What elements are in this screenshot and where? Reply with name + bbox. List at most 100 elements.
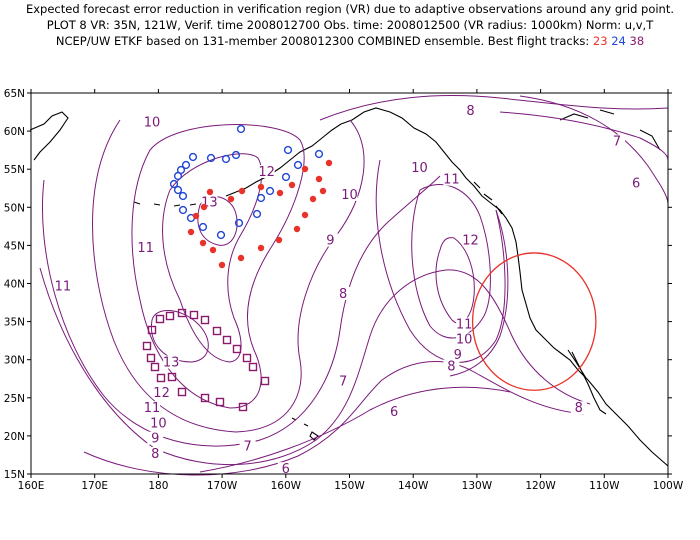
hawaii-islands bbox=[291, 417, 319, 441]
track-38-marker bbox=[200, 393, 210, 403]
lat-label: 65N bbox=[4, 88, 25, 100]
map-frame: 160E 170E 180 170W 160W 150W 140W 130W 120W 110W 1… bbox=[4, 88, 684, 492]
contour-label: 12 bbox=[258, 165, 275, 180]
contour-label: 7 bbox=[243, 439, 251, 454]
track-24-marker bbox=[181, 160, 191, 170]
track-38-marker bbox=[242, 353, 252, 363]
track-24-marker bbox=[252, 209, 262, 219]
track-23-marker bbox=[275, 236, 283, 244]
contour-label-bg bbox=[144, 401, 161, 415]
track-38-marker bbox=[155, 314, 165, 324]
contour-label: 6 bbox=[632, 176, 640, 191]
contour-label-bg bbox=[462, 233, 479, 247]
track-23-marker bbox=[319, 187, 327, 195]
track-24-marker bbox=[283, 145, 293, 155]
baja-california bbox=[567, 349, 607, 415]
track-24-marker bbox=[188, 152, 198, 162]
lon-label: 130W bbox=[462, 480, 493, 492]
verification-region-circle bbox=[471, 252, 597, 391]
track-23-marker bbox=[200, 203, 208, 211]
contour-11 bbox=[131, 124, 305, 409]
contour-label-bg bbox=[386, 405, 403, 419]
track-23-marker bbox=[192, 212, 200, 220]
contour-label: 6 bbox=[282, 462, 290, 477]
contour-label: 8 bbox=[466, 104, 474, 119]
contour-8-north bbox=[319, 95, 669, 121]
contour-9 bbox=[41, 175, 441, 447]
track-23-marker bbox=[301, 211, 309, 219]
contour-label: 11 bbox=[55, 279, 72, 294]
contour-label: 10 bbox=[411, 161, 428, 176]
lon-label: 110W bbox=[589, 480, 620, 492]
track-23-marker bbox=[315, 175, 323, 183]
track-38-marker bbox=[177, 387, 187, 397]
track-38-marker bbox=[156, 373, 166, 383]
contour-label: 11 bbox=[456, 317, 473, 332]
contour-label-bg bbox=[462, 104, 479, 118]
track-23-marker bbox=[227, 195, 235, 203]
contour-label-bg bbox=[322, 233, 339, 247]
contour-label: 6 bbox=[390, 405, 398, 420]
contour-label-bg bbox=[456, 317, 473, 331]
track-38-marker bbox=[248, 362, 258, 372]
track-23-marker bbox=[276, 189, 284, 197]
track-24-marker bbox=[281, 172, 291, 182]
track-38-marker bbox=[200, 315, 210, 325]
track-24-marker bbox=[173, 185, 183, 195]
lon-label: 170E bbox=[81, 480, 108, 492]
plot-title-line-3: NCEP/UW ETKF based on 131-member 2008012… bbox=[0, 34, 700, 48]
track-23-marker bbox=[325, 159, 333, 167]
track-38-marker bbox=[177, 308, 187, 318]
lon-label: 120W bbox=[525, 480, 556, 492]
verification-region bbox=[471, 252, 597, 391]
lat-label: 55N bbox=[4, 164, 25, 176]
contour-label-bg bbox=[443, 172, 460, 186]
contour-label-bg bbox=[335, 374, 352, 388]
lon-label: 160E bbox=[18, 480, 45, 492]
contour-label-bg bbox=[150, 416, 167, 430]
contour-label-bg bbox=[54, 279, 71, 293]
track-23-marker bbox=[238, 187, 246, 195]
track-23-marker bbox=[288, 181, 296, 189]
contour-label-bg bbox=[570, 401, 587, 415]
contour-10-east bbox=[375, 159, 506, 363]
contour-12-inner bbox=[162, 153, 263, 363]
contour-label-bg bbox=[628, 176, 645, 190]
track-23-marker bbox=[199, 239, 207, 247]
track-24-marker bbox=[206, 153, 216, 163]
track-38-marker bbox=[189, 310, 199, 320]
track-24-marker bbox=[234, 218, 244, 228]
contour-label: 11 bbox=[443, 173, 460, 188]
plot-title-line-2: PLOT 8 VR: 35N, 121W, Verif. time 200801… bbox=[46, 18, 654, 32]
lon-label: 180 bbox=[148, 480, 168, 492]
contour-label-bg bbox=[449, 347, 466, 361]
lat-label: 50N bbox=[4, 202, 25, 214]
flight-tracks bbox=[142, 124, 333, 412]
lat-label: 60N bbox=[4, 126, 25, 138]
lon-label: 160W bbox=[271, 480, 302, 492]
track-38-marker bbox=[222, 335, 232, 345]
track-24-marker bbox=[293, 160, 303, 170]
track-23-marker bbox=[209, 246, 217, 254]
plot-title-line-1: Expected forecast error reduction in ver… bbox=[25, 2, 675, 16]
track-24-marker bbox=[169, 179, 179, 189]
track-38-label: 38 bbox=[629, 34, 645, 48]
lon-label: 150W bbox=[334, 480, 365, 492]
track-38-marker bbox=[146, 353, 156, 363]
contour-label: 10 bbox=[341, 188, 358, 203]
track-24-marker bbox=[221, 154, 231, 164]
contour-label-bg bbox=[144, 115, 161, 129]
contour-13-west bbox=[197, 196, 238, 246]
track-23-marker bbox=[206, 188, 214, 196]
contour-labels: 1012131111101110981211109887676768131211… bbox=[55, 104, 645, 477]
contour-label: 13 bbox=[163, 356, 180, 371]
track-24-marker bbox=[173, 171, 183, 181]
contour-6-south bbox=[199, 386, 511, 473]
track-23-marker bbox=[257, 183, 265, 191]
track-23-marker bbox=[301, 165, 309, 173]
contour-13-south bbox=[150, 310, 209, 363]
contour-label-bg bbox=[137, 241, 154, 255]
contour-label: 7 bbox=[613, 135, 621, 150]
contour-label: 11 bbox=[144, 401, 161, 416]
